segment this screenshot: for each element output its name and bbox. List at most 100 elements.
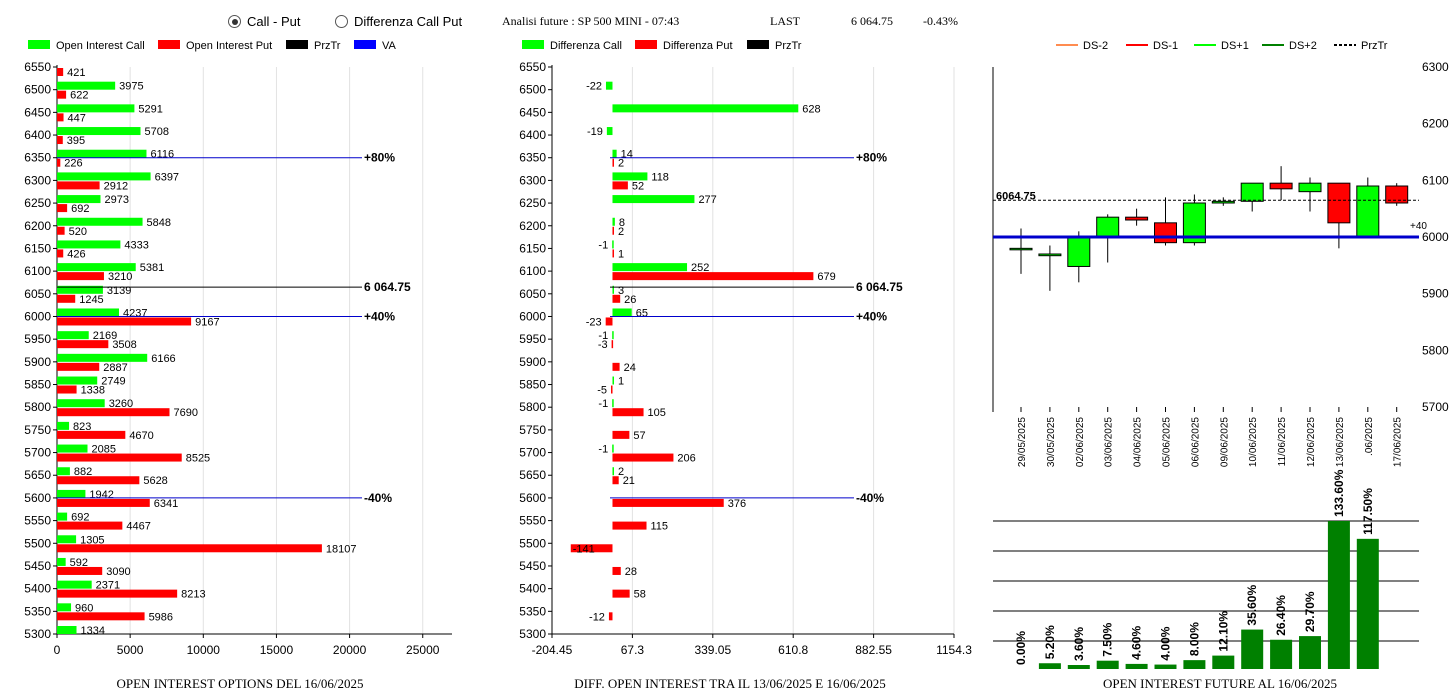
date-label: 06/06/2025 [1190,417,1201,467]
reference-label: +40% [856,309,887,323]
x-tick-label: 882.55 [855,643,892,657]
bar-value-label: 206 [677,453,695,465]
bar-value-label: 5848 [147,217,171,229]
put-bar [57,476,140,485]
y-tick-label: 5650 [24,468,51,482]
oi-value-label: 8.00% [1187,622,1201,656]
y-tick-label: 6450 [24,105,51,119]
y-tick-label: 5400 [24,582,51,596]
y-tick-label: 6250 [24,196,51,210]
radio-diff[interactable]: Differenza Call Put [335,14,462,29]
y-tick-label: 5650 [519,468,546,482]
oi-value-label: 4.00% [1159,626,1173,660]
legend-label: Open Interest Put [186,40,272,52]
bar-value-label: -19 [587,126,603,138]
bar-value-label: -141 [573,543,595,555]
call-bar [57,104,135,113]
call-bar [57,512,68,521]
oi-bar [1212,655,1235,669]
legend-label: DS+1 [1221,40,1249,52]
bar-value-label: -1 [598,239,608,251]
y-tick-label: 5700 [519,446,546,460]
radio-unselected-icon[interactable] [335,15,348,28]
date-label: 04/06/2025 [1133,417,1144,467]
put-bar [612,408,644,417]
put-bar [57,249,64,258]
y-tick-label: 5750 [519,423,546,437]
date-label: 03/06/2025 [1104,417,1115,467]
call-bar [57,285,103,294]
call-bar [612,149,617,158]
put-bar [612,249,614,258]
candle-up [1067,236,1091,267]
put-bar [605,317,613,326]
y-tick-label: 5900 [1422,287,1449,301]
bar-value-label: 5708 [145,126,169,138]
bar-value-label: 7690 [174,407,198,419]
call-bar [57,467,70,476]
oi-value-label: 12.10% [1216,611,1230,652]
bar-value-label: 3 [618,285,624,297]
bar-value-label: 65 [636,307,648,319]
va-label: +40 [1410,221,1427,232]
chart-caption: DIFF. OPEN INTEREST TRA IL 13/06/2025 E … [574,676,885,691]
call-bar [57,421,70,430]
call-bar [57,217,143,226]
legend-swatch [286,40,308,49]
y-tick-label: 6350 [519,151,546,165]
oi-bar [1356,538,1379,669]
call-bar [57,240,121,249]
bar-value-label: 3139 [107,285,131,297]
legend-label: Differenza Call [550,40,622,52]
put-bar [57,136,63,145]
bar-value-label: -12 [589,611,605,623]
candle-down [1385,185,1409,204]
bar-value-label: 622 [70,90,88,102]
y-tick-label: 5800 [24,400,51,414]
y-tick-label: 5850 [24,378,51,392]
bar-value-label: 2085 [92,444,116,456]
put-bar [57,113,64,122]
bar-value-label: 5628 [143,475,167,487]
oi-value-label: 3.60% [1072,627,1086,661]
call-bar [57,149,147,158]
legend-label: DS+2 [1289,40,1317,52]
bar-value-label: 226 [64,158,82,170]
y-tick-label: 5500 [24,536,51,550]
y-tick-label: 6100 [24,264,51,278]
radio-call-put[interactable]: Call - Put [228,14,300,29]
bar-value-label: 4670 [129,430,153,442]
date-label: 17/06/2025 [1393,417,1404,467]
legend-swatch [635,40,657,49]
candle-up [1240,182,1264,202]
candle-up [1009,247,1033,251]
put-bar [57,566,103,575]
y-tick-label: 5400 [519,582,546,596]
date-label: 10/06/2025 [1248,417,1259,467]
bar-value-label: 24 [624,362,636,374]
bar-value-label: 960 [75,602,93,614]
legend-label: VA [382,40,397,52]
put-bar [612,272,814,281]
y-tick-label: 6300 [519,173,546,187]
oi-bar [1241,629,1264,669]
radio-selected-icon[interactable] [228,15,241,28]
candle-up [1038,253,1062,257]
bar-value-label: 8 [619,217,625,229]
y-tick-label: 5900 [519,355,546,369]
bar-value-label: 26 [624,294,636,306]
put-bar [612,430,630,439]
bar-value-label: -1 [598,398,608,410]
call-bar [612,285,614,294]
bar-value-label: 2 [618,466,624,478]
bar-value-label: 58 [634,589,646,601]
call-bar [57,399,105,408]
bar-value-label: 1338 [81,385,105,397]
call-bar [57,444,88,453]
y-tick-label: 5550 [519,514,546,528]
put-bar [57,544,322,553]
bar-value-label: 1942 [89,489,113,501]
reference-label: +80% [856,151,887,165]
put-bar [57,226,65,235]
candle-down [1125,216,1149,221]
